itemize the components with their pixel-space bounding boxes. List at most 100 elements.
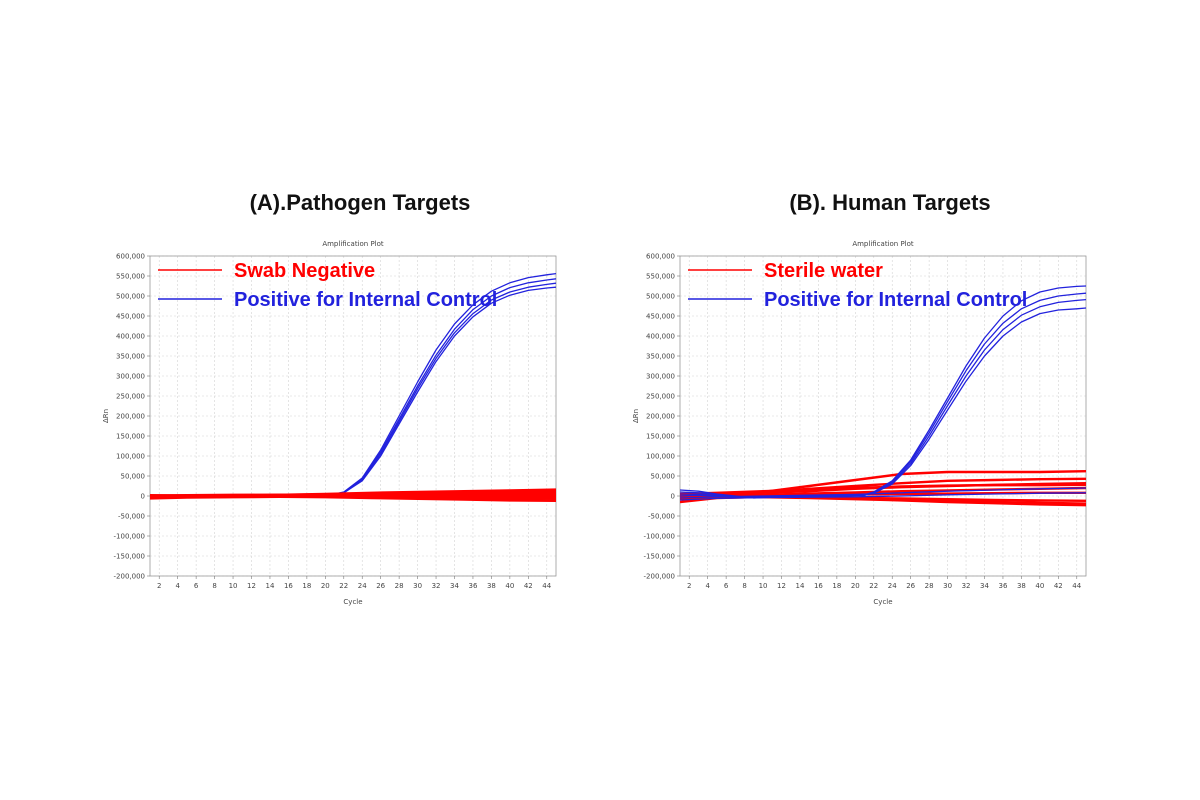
y-tick-label: 50,000 bbox=[651, 473, 676, 481]
series-group bbox=[680, 285, 1086, 507]
x-tick-label: 34 bbox=[450, 582, 459, 590]
y-tick-label: 300,000 bbox=[646, 373, 675, 381]
y-tick-label: 500,000 bbox=[116, 293, 145, 301]
x-tick-label: 42 bbox=[524, 582, 533, 590]
gridlines bbox=[150, 255, 556, 577]
x-tick-label: 18 bbox=[302, 582, 311, 590]
x-tick-label: 18 bbox=[832, 582, 841, 590]
series-line bbox=[680, 492, 1086, 501]
series-line bbox=[680, 483, 1086, 496]
series-line bbox=[680, 292, 1086, 498]
legend: Swab Negative Positive for Internal Contr… bbox=[158, 260, 497, 311]
x-tick-label: 4 bbox=[175, 582, 180, 590]
x-tick-label: 10 bbox=[229, 582, 238, 590]
x-axis-label: Cycle bbox=[343, 598, 362, 606]
x-tick-label: 8 bbox=[212, 582, 216, 590]
y-tick-label: -100,000 bbox=[114, 533, 145, 541]
y-tick-label: 450,000 bbox=[646, 313, 675, 321]
y-tick-label: 200,000 bbox=[646, 413, 675, 421]
panel-heading: (B). Human Targets bbox=[789, 190, 991, 215]
legend-label: Swab Negative bbox=[234, 260, 375, 282]
y-axis-label: ΔRn bbox=[632, 409, 640, 423]
x-tick-label: 20 bbox=[321, 582, 330, 590]
y-tick-label: 550,000 bbox=[116, 273, 145, 281]
chart-pathogen-targets: Amplification Plot -200,000 -150,000 -100,0… bbox=[102, 240, 557, 606]
y-tick-label: 600,000 bbox=[116, 253, 145, 261]
x-tick-label: 30 bbox=[413, 582, 422, 590]
legend-label: Positive for Internal Control bbox=[764, 289, 1027, 311]
y-tick-label: -200,000 bbox=[114, 573, 145, 581]
y-tick-label: 50,000 bbox=[121, 473, 146, 481]
y-tick-label: -50,000 bbox=[118, 513, 145, 521]
x-tick-label: 36 bbox=[998, 582, 1007, 590]
x-tick-label: 20 bbox=[851, 582, 860, 590]
x-tick-label: 38 bbox=[487, 582, 496, 590]
x-axis-label: Cycle bbox=[873, 598, 892, 606]
x-tick-label: 44 bbox=[1072, 582, 1081, 590]
y-tick-label: 250,000 bbox=[646, 393, 675, 401]
panel-pathogen-targets: (A).Pathogen Targets Amplification Plot -… bbox=[80, 180, 640, 630]
y-tick-label: -150,000 bbox=[114, 553, 145, 561]
x-tick-label: 38 bbox=[1017, 582, 1026, 590]
series-line bbox=[150, 278, 556, 497]
x-tick-label: 34 bbox=[980, 582, 989, 590]
y-tick-label: 400,000 bbox=[116, 333, 145, 341]
series-line bbox=[150, 282, 556, 497]
x-tick-label: 28 bbox=[925, 582, 934, 590]
x-tick-label: 6 bbox=[194, 582, 199, 590]
y-tick-label: 500,000 bbox=[646, 293, 675, 301]
y-tick-label: -150,000 bbox=[644, 553, 675, 561]
y-tick-label: -100,000 bbox=[644, 533, 675, 541]
y-tick-label: 150,000 bbox=[116, 433, 145, 441]
series-line bbox=[680, 487, 1086, 499]
x-tick-label: 26 bbox=[906, 582, 915, 590]
x-tick-label: 2 bbox=[687, 582, 691, 590]
x-tick-label: 6 bbox=[724, 582, 729, 590]
series-line bbox=[680, 285, 1086, 499]
legend: Sterile water Positive for Internal Contr… bbox=[688, 260, 1027, 311]
x-tick-label: 42 bbox=[1054, 582, 1063, 590]
x-tick-label: 28 bbox=[395, 582, 404, 590]
y-tick-label: 400,000 bbox=[646, 333, 675, 341]
x-tick-label: 40 bbox=[1035, 582, 1044, 590]
x-tick-label: 32 bbox=[432, 582, 441, 590]
y-tick-label: 350,000 bbox=[116, 353, 145, 361]
x-tick-label: 2 bbox=[157, 582, 161, 590]
series-group bbox=[150, 272, 556, 502]
y-tick-label: -200,000 bbox=[644, 573, 675, 581]
plot-title: Amplification Plot bbox=[852, 240, 914, 248]
y-tick-label: 150,000 bbox=[646, 433, 675, 441]
y-tick-label: 0 bbox=[141, 493, 145, 501]
series-line bbox=[680, 298, 1086, 499]
x-tick-label: 16 bbox=[814, 582, 823, 590]
x-tick-label: 10 bbox=[759, 582, 768, 590]
chart-human-targets: Amplification Plot -200,000 -150,000 -100,0… bbox=[632, 240, 1087, 606]
y-tick-label: 600,000 bbox=[646, 253, 675, 261]
y-tick-label: 100,000 bbox=[116, 453, 145, 461]
series-line bbox=[680, 307, 1086, 498]
y-tick-label: 100,000 bbox=[646, 453, 675, 461]
x-tick-label: 40 bbox=[505, 582, 514, 590]
x-tick-label: 12 bbox=[247, 582, 256, 590]
y-tick-label: -50,000 bbox=[648, 513, 675, 521]
x-tick-label: 12 bbox=[777, 582, 786, 590]
y-tick-label: 550,000 bbox=[646, 273, 675, 281]
x-tick-label: 8 bbox=[742, 582, 746, 590]
y-tick-label: 350,000 bbox=[646, 353, 675, 361]
x-tick-label: 24 bbox=[888, 582, 897, 590]
x-tick-label: 24 bbox=[358, 582, 367, 590]
y-tick-label: 250,000 bbox=[116, 393, 145, 401]
x-tick-label: 22 bbox=[339, 582, 348, 590]
x-tick-label: 36 bbox=[468, 582, 477, 590]
legend-label: Sterile water bbox=[764, 260, 883, 282]
series-line bbox=[150, 492, 556, 499]
y-axis-label: ΔRn bbox=[102, 409, 110, 423]
panel-heading: (A).Pathogen Targets bbox=[249, 190, 471, 215]
x-tick-label: 16 bbox=[284, 582, 293, 590]
panel-human-targets: (B). Human Targets Amplification Plot -20… bbox=[610, 180, 1170, 630]
x-tick-label: 32 bbox=[962, 582, 971, 590]
x-tick-label: 4 bbox=[705, 582, 710, 590]
y-tick-label: 300,000 bbox=[116, 373, 145, 381]
x-tick-label: 22 bbox=[869, 582, 878, 590]
x-tick-label: 44 bbox=[542, 582, 551, 590]
